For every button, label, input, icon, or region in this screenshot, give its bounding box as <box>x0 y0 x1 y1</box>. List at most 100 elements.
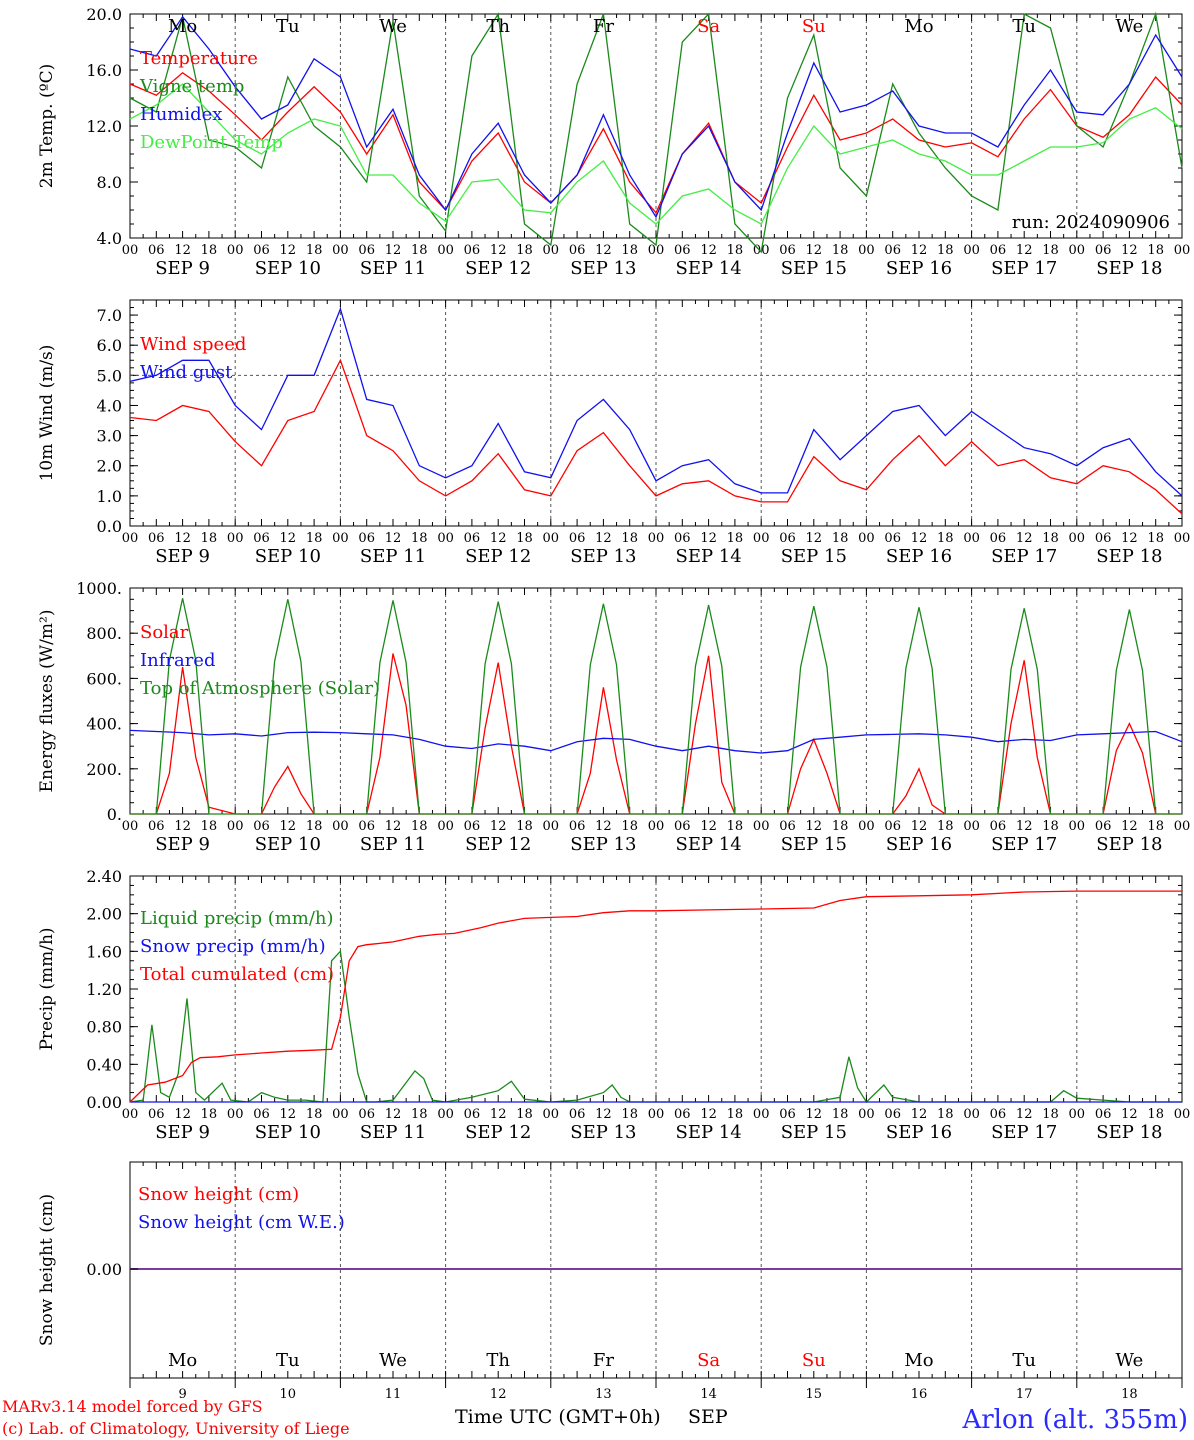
hour-tick-label: 18 <box>411 531 428 546</box>
y-tick-label: 0.80 <box>86 1018 122 1037</box>
hour-tick-label: 12 <box>911 531 928 546</box>
hour-tick-label: 18 <box>727 1107 744 1122</box>
hour-tick-label: 12 <box>280 1107 297 1122</box>
legend-entry: Total cumulated (cm) <box>140 964 334 985</box>
day-number-label: 15 <box>806 1387 823 1402</box>
legend-entry: Vigne temp <box>139 76 244 97</box>
legend-entry: Humidex <box>140 104 222 125</box>
series-wind-speed <box>129 358 1183 515</box>
y-tick-label: 200. <box>86 760 122 779</box>
y-axis-label: 10m Wind (m/s) <box>37 345 57 482</box>
weekday-label: Tu <box>276 16 300 37</box>
hour-tick-label: 06 <box>148 1107 165 1122</box>
hour-tick-label: 18 <box>1147 531 1164 546</box>
y-tick-label: 1.20 <box>86 980 122 999</box>
series-total-cumulated-cm- <box>129 890 1182 1103</box>
weekday-label: Mo <box>904 1350 933 1371</box>
hour-tick-label: 06 <box>358 819 375 834</box>
hour-tick-label: 12 <box>1016 243 1033 258</box>
date-label: SEP 12 <box>465 258 531 279</box>
hour-tick-label: 18 <box>937 1107 954 1122</box>
hour-tick-label: 18 <box>1147 819 1164 834</box>
date-label: SEP 11 <box>360 258 426 279</box>
hour-tick-label: 12 <box>490 1107 507 1122</box>
date-label: SEP 18 <box>1096 258 1162 279</box>
y-tick-label: 0.0 <box>97 517 122 536</box>
y-tick-label: 0.00 <box>86 1260 122 1279</box>
hour-tick-label: 06 <box>674 819 691 834</box>
model-credit: MARv3.14 model forced by GFS <box>2 1397 263 1416</box>
date-label: SEP 15 <box>781 1122 847 1143</box>
y-tick-label: 1000. <box>76 579 122 598</box>
hour-tick-label: 00 <box>543 243 560 258</box>
hour-tick-label: 06 <box>569 531 586 546</box>
date-label: SEP 11 <box>360 546 426 567</box>
hour-tick-label: 18 <box>201 819 218 834</box>
hour-tick-label: 06 <box>990 1107 1007 1122</box>
series-infrared <box>129 729 1183 754</box>
y-tick-label: 600. <box>86 669 122 688</box>
hour-tick-label: 18 <box>306 1107 323 1122</box>
hour-tick-label: 18 <box>1042 243 1059 258</box>
date-label: SEP 17 <box>991 834 1057 855</box>
y-tick-label: 800. <box>86 624 122 643</box>
hour-tick-label: 06 <box>779 531 796 546</box>
y-tick-label: 7.0 <box>97 306 122 325</box>
x-axis-month: SEP <box>688 1406 728 1428</box>
hour-tick-label: 18 <box>937 243 954 258</box>
date-label: SEP 13 <box>570 258 636 279</box>
hour-tick-label: 06 <box>148 819 165 834</box>
day-number-label: 12 <box>490 1387 507 1402</box>
hour-tick-label: 00 <box>543 1107 560 1122</box>
panel-2: 00 06 12 18 00 06 12 18 00 06 12 18 00 06 12 18 00 06 12 18… <box>37 299 1190 567</box>
date-label: SEP 15 <box>781 834 847 855</box>
legend-entry: Wind gust <box>140 362 233 383</box>
hour-tick-label: 12 <box>911 243 928 258</box>
date-label: SEP 10 <box>255 258 321 279</box>
hour-tick-label: 06 <box>358 531 375 546</box>
weekday-label: Su <box>802 16 826 37</box>
y-tick-label: 5.0 <box>97 366 122 385</box>
hour-tick-label: 12 <box>806 243 823 258</box>
run-annotation: run: 2024090906 <box>1012 212 1170 233</box>
weekday-label: Sa <box>697 16 720 37</box>
hour-tick-label: 12 <box>911 1107 928 1122</box>
hour-tick-label: 00 <box>227 531 244 546</box>
hour-tick-label: 00 <box>963 1107 980 1122</box>
panel-1: 00 06 12 18 00 06 12 18 00 06 12 18 00 06 12 18 00 06 12 18… <box>37 5 1190 279</box>
day-number-label: 13 <box>595 1387 612 1402</box>
weekday-label: Sa <box>697 1350 720 1371</box>
hour-tick-label: 06 <box>779 243 796 258</box>
hour-tick-label: 06 <box>1095 243 1112 258</box>
hour-tick-label: 12 <box>806 1107 823 1122</box>
y-tick-label: 12.0 <box>86 117 122 136</box>
hour-tick-label: 00 <box>648 819 665 834</box>
hour-tick-label: 18 <box>201 531 218 546</box>
hour-tick-label: 00 <box>858 819 875 834</box>
hour-tick-label: 12 <box>1016 819 1033 834</box>
hour-tick-label: 06 <box>253 1107 270 1122</box>
y-tick-label: 2.00 <box>86 905 122 924</box>
date-label: SEP 16 <box>886 1122 952 1143</box>
hour-tick-label: 06 <box>884 243 901 258</box>
weekday-label: We <box>379 16 407 37</box>
hour-tick-label: 18 <box>1147 1107 1164 1122</box>
hour-tick-label: 00 <box>858 243 875 258</box>
hour-tick-label: 12 <box>700 819 717 834</box>
day-number-label: 9 <box>178 1387 186 1402</box>
y-tick-label: 20.0 <box>86 5 122 24</box>
hour-tick-label: 00 <box>227 243 244 258</box>
weekday-label: Tu <box>1012 16 1036 37</box>
hour-tick-label: 00 <box>227 819 244 834</box>
hour-tick-label: 12 <box>174 1107 191 1122</box>
date-label: SEP 14 <box>675 546 741 567</box>
hour-tick-label: 12 <box>911 819 928 834</box>
day-number-label: 16 <box>911 1387 928 1402</box>
hour-tick-label: 06 <box>674 243 691 258</box>
hour-tick-label: 12 <box>806 531 823 546</box>
hour-tick-label: 12 <box>174 243 191 258</box>
date-label: SEP 10 <box>255 834 321 855</box>
date-label: SEP 16 <box>886 258 952 279</box>
hour-tick-label: 18 <box>832 819 849 834</box>
